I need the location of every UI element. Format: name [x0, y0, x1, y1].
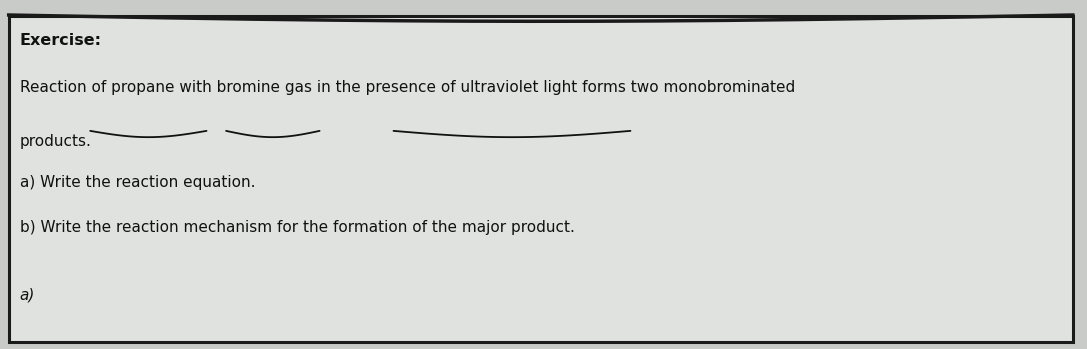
- FancyBboxPatch shape: [9, 16, 1073, 342]
- Text: a) Write the reaction equation.: a) Write the reaction equation.: [20, 174, 255, 190]
- Text: Reaction of propane with bromine gas in the presence of ultraviolet light forms : Reaction of propane with bromine gas in …: [20, 80, 795, 95]
- Text: b) Write the reaction mechanism for the formation of the major product.: b) Write the reaction mechanism for the …: [20, 220, 574, 235]
- Text: products.: products.: [20, 134, 91, 149]
- Text: a): a): [20, 288, 35, 303]
- Text: Exercise:: Exercise:: [20, 33, 101, 48]
